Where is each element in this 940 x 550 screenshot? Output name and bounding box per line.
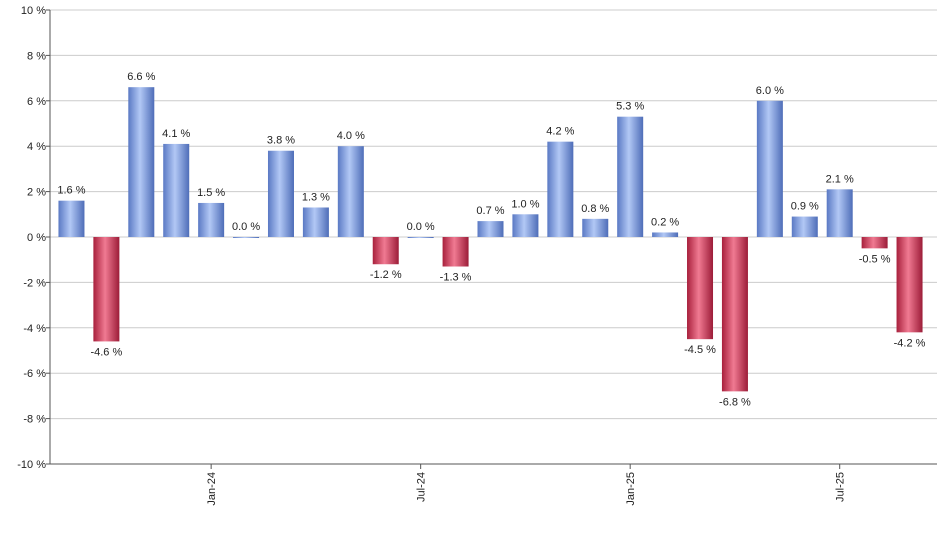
data-label: -6.8 % [719, 396, 751, 408]
data-label: -1.2 % [370, 269, 402, 281]
bar [721, 237, 748, 392]
y-tick-label: 6 % [27, 96, 46, 108]
bar [58, 200, 85, 237]
bar [163, 143, 190, 237]
data-label: 6.0 % [756, 85, 784, 97]
bar [128, 87, 155, 238]
data-label: -1.3 % [440, 272, 472, 284]
y-tick-label: -2 % [23, 277, 46, 289]
y-tick-label: 8 % [27, 50, 46, 62]
bar [93, 237, 120, 342]
bar [687, 237, 714, 340]
bar [198, 202, 225, 237]
y-tick-label: -6 % [23, 368, 46, 380]
bar [477, 221, 504, 237]
data-label: 1.0 % [511, 198, 539, 210]
data-label: 0.0 % [407, 221, 435, 233]
x-tick-label: Jul-25 [835, 472, 847, 502]
bar [302, 207, 329, 237]
bar [442, 237, 469, 267]
y-tick-label: 0 % [27, 232, 46, 244]
axes [49, 10, 937, 465]
bar [372, 237, 399, 265]
bar [267, 150, 294, 237]
data-label: -4.2 % [894, 337, 926, 349]
data-label: 0.9 % [791, 201, 819, 213]
data-label: -4.5 % [684, 344, 716, 356]
data-label: 3.8 % [267, 135, 295, 147]
bar [617, 116, 644, 237]
data-label: 5.3 % [616, 101, 644, 113]
bar [896, 237, 923, 333]
data-labels: 1.6 % -4.6 % 6.6 % 4.1 % 1.5 % 0.0 % 3.8 % 1.3 … [57, 71, 925, 408]
data-label: -4.6 % [90, 346, 122, 358]
bar [337, 146, 364, 237]
data-label: 4.1 % [162, 128, 190, 140]
bar [582, 218, 609, 237]
data-label: 0.8 % [581, 203, 609, 215]
bar [233, 237, 260, 238]
data-label: 4.0 % [337, 130, 365, 142]
bar [791, 216, 818, 237]
y-tick-label: -8 % [23, 414, 46, 426]
data-label: 2.1 % [826, 173, 854, 185]
bar [407, 237, 434, 238]
data-label: 1.5 % [197, 187, 225, 199]
x-tick-label: Jan-25 [625, 472, 637, 506]
x-axis-ticks: Jan-24 Jul-24 Jan-25 Jul-25 [206, 464, 847, 506]
bars [58, 87, 923, 392]
data-label: -0.5 % [859, 253, 891, 265]
x-tick-label: Jul-24 [416, 472, 428, 502]
bar [652, 232, 679, 237]
y-axis-ticks: 10 % 8 % 6 % 4 % 2 % 0 % -2 % -4 % -6 % -8 % -10 % [17, 5, 50, 471]
bar [512, 214, 539, 237]
data-label: 6.6 % [127, 71, 155, 83]
y-tick-label: 4 % [27, 141, 46, 153]
bar [547, 141, 574, 237]
y-tick-label: -10 % [17, 459, 46, 471]
bar [861, 237, 888, 249]
data-label: 0.7 % [476, 205, 504, 217]
data-label: 0.0 % [232, 221, 260, 233]
y-tick-label: 2 % [27, 187, 46, 199]
data-label: 0.2 % [651, 216, 679, 228]
x-tick-label: Jan-24 [206, 472, 218, 506]
data-label: 1.6 % [57, 185, 85, 197]
data-label: 4.2 % [546, 126, 574, 138]
bar [826, 189, 853, 237]
y-tick-label: 10 % [21, 5, 46, 17]
bar [756, 100, 783, 237]
data-label: 1.3 % [302, 191, 330, 203]
y-tick-label: -4 % [23, 323, 46, 335]
